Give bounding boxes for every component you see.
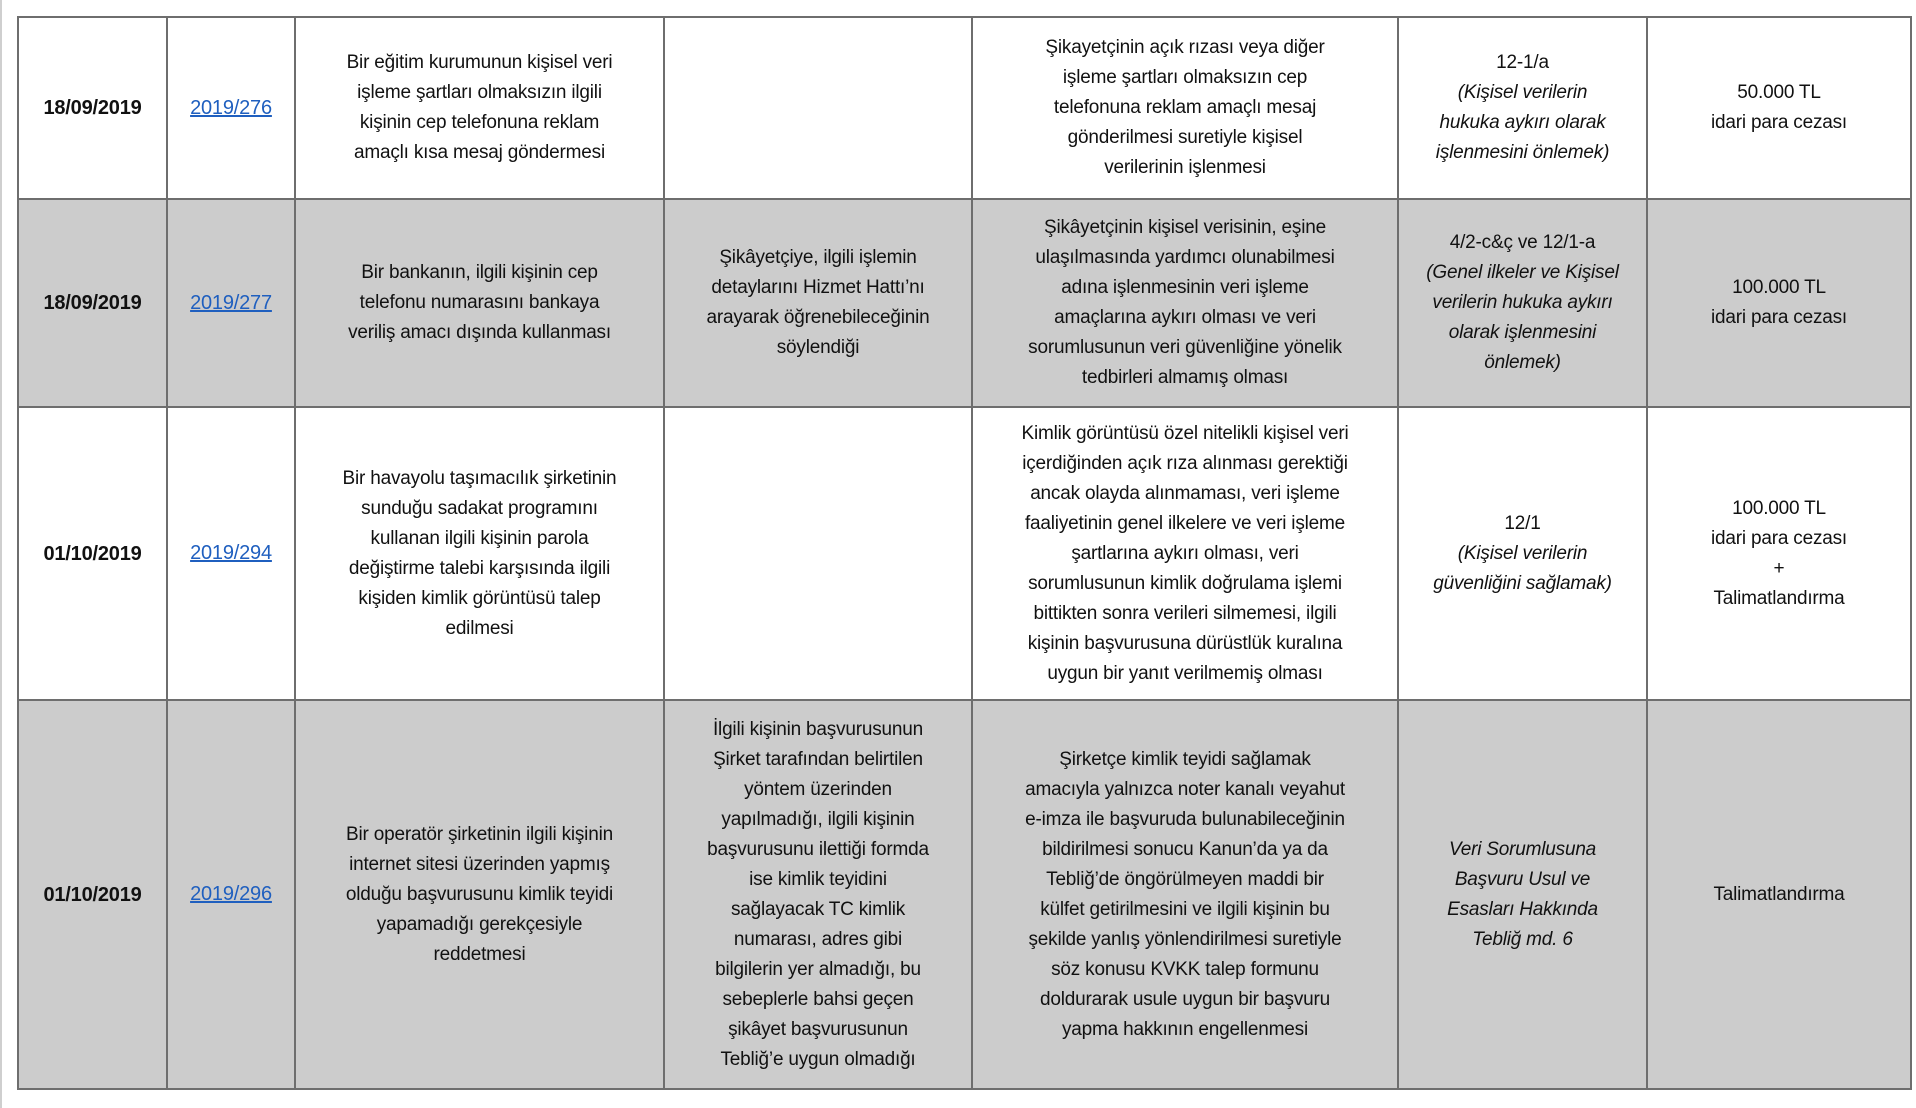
- case-summary: Bir havayolu taşımacılık şirketinin sund…: [294, 406, 665, 701]
- decision-date: 01/10/2019: [17, 406, 168, 701]
- case-summary: Bir operatör şirketinin ilgili kişinin i…: [294, 699, 665, 1090]
- decision-number-link[interactable]: 2019/296: [190, 883, 272, 905]
- controller-response: [663, 406, 973, 701]
- table-row: 18/09/2019 2019/277 Bir bankanın, ilgili…: [17, 198, 1912, 408]
- violation-description: Şikayetçinin açık rızası veya diğer işle…: [971, 16, 1399, 200]
- decision-number-cell: 2019/277: [166, 198, 296, 408]
- sanction: Talimatlandırma: [1646, 699, 1912, 1090]
- decisions-table: 18/09/2019 2019/276 Bir eğitim kurumunun…: [17, 16, 1912, 1090]
- table-row: 18/09/2019 2019/276 Bir eğitim kurumunun…: [17, 16, 1912, 200]
- article-cell: 12/1 (Kişisel verilerin güvenliğini sağl…: [1397, 406, 1648, 701]
- decision-number-link[interactable]: 2019/294: [190, 542, 272, 564]
- controller-response: Şikâyetçiye, ilgili işlemin detaylarını …: [663, 198, 973, 408]
- sanction: 100.000 TL idari para cezası: [1646, 198, 1912, 408]
- violation-description: Şirketçe kimlik teyidi sağlamak amacıyla…: [971, 699, 1399, 1090]
- decision-number-link[interactable]: 2019/276: [190, 96, 272, 119]
- decision-date: 01/10/2019: [17, 699, 168, 1090]
- decision-number-link[interactable]: 2019/277: [190, 291, 272, 314]
- decision-number-cell: 2019/294: [166, 406, 296, 701]
- decision-number-cell: 2019/276: [166, 16, 296, 200]
- violation-description: Şikâyetçinin kişisel verisinin, eşine ul…: [971, 198, 1399, 408]
- controller-response: [663, 16, 973, 200]
- decision-date: 18/09/2019: [17, 198, 168, 408]
- controller-response: İlgili kişinin başvurusunun Şirket taraf…: [663, 699, 973, 1090]
- case-summary: Bir eğitim kurumunun kişisel veri işleme…: [294, 16, 665, 200]
- decision-date: 18/09/2019: [17, 16, 168, 200]
- case-summary: Bir bankanın, ilgili kişinin cep telefon…: [294, 198, 665, 408]
- article-number: 12/1: [1504, 512, 1541, 534]
- article-cell: 12-1/a (Kişisel verilerin hukuka aykırı …: [1397, 16, 1648, 200]
- article-note: (Kişisel verilerin güvenliğini sağlamak): [1433, 542, 1612, 594]
- article-number: 4/2-c&ç ve 12/1-a: [1449, 232, 1596, 253]
- table-row: 01/10/2019 2019/294 Bir havayolu taşımac…: [17, 406, 1912, 701]
- article-cell: 4/2-c&ç ve 12/1-a (Genel ilkeler ve Kişi…: [1397, 198, 1648, 408]
- table-row: 01/10/2019 2019/296 Bir operatör şirketi…: [17, 699, 1912, 1090]
- article-note: Veri Sorumlusuna Başvuru Usul ve Esaslar…: [1447, 838, 1598, 950]
- violation-description: Kimlik görüntüsü özel nitelikli kişisel …: [971, 406, 1399, 701]
- decision-number-cell: 2019/296: [166, 699, 296, 1090]
- page-edge-line: [0, 0, 2, 1108]
- sanction: 100.000 TL idari para cezası + Talimatla…: [1646, 406, 1912, 701]
- sanction: 50.000 TL idari para cezası: [1646, 16, 1912, 200]
- article-cell: Veri Sorumlusuna Başvuru Usul ve Esaslar…: [1397, 699, 1648, 1090]
- article-note: (Kişisel verilerin hukuka aykırı olarak …: [1435, 82, 1610, 163]
- article-number: 12-1/a: [1496, 52, 1549, 73]
- article-note: (Genel ilkeler ve Kişisel verilerin huku…: [1426, 262, 1619, 373]
